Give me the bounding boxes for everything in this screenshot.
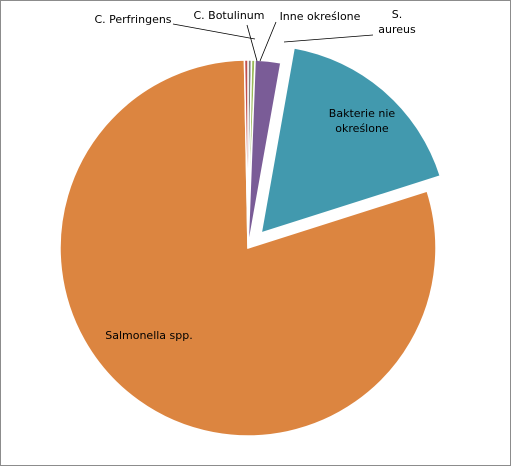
data-label-inne-okre-lone: Inne określone (280, 10, 361, 23)
pie-slice-s-aureus (247, 59, 282, 249)
data-label-salmonella-spp: Salmonella spp. (105, 329, 193, 342)
pie-slice-salmonella-spp (59, 59, 437, 437)
data-label-c-perfringens: C. Perfringens (94, 13, 171, 26)
leader-line-c-botulinum (246, 24, 258, 62)
leader-line-s-aureus (283, 34, 374, 43)
pie-slice-c-perfringens (243, 59, 249, 249)
data-label-s-aureus: S. aureus (378, 8, 416, 36)
data-label-bakterie-nie-okre-lone: Bakterie nie określone (329, 107, 396, 135)
pie-slice-bakterie-nie-okre-lone (260, 46, 442, 235)
data-label-c-botulinum: C. Botulinum (193, 9, 264, 22)
leader-line-inne-okre-lone (259, 21, 277, 62)
leader-line-c-perfringens (172, 23, 256, 40)
